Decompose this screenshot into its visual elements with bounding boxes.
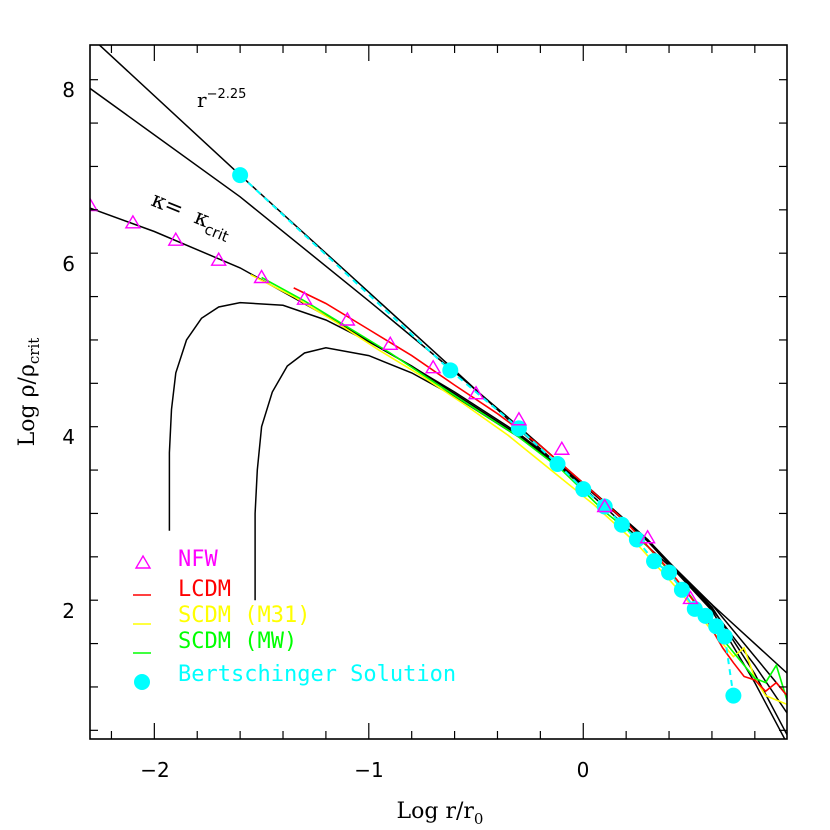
data-point (682, 590, 699, 605)
series-line (261, 276, 787, 701)
data-point (575, 481, 592, 498)
triangle-marker-icon (134, 554, 152, 569)
data-point (510, 411, 528, 426)
data-point (90, 197, 99, 212)
data-point (210, 251, 227, 266)
legend-item-lcdm: LCDM (133, 577, 231, 602)
data-point (232, 167, 249, 184)
data-point (549, 456, 566, 473)
data-point (628, 531, 645, 548)
y-axis-title-sub: crit (25, 338, 43, 364)
y-tick-label: 2 (62, 599, 75, 623)
data-point (673, 581, 690, 598)
data-point (296, 290, 313, 305)
series-line (293, 287, 787, 697)
data-point (253, 269, 270, 284)
model-curve (254, 347, 786, 739)
legend: NFW LCDM SCDM (M31) SCDM (MW) Bertsching… (133, 547, 456, 690)
legend-label-bertschinger: Bertschinger Solution (178, 662, 456, 687)
series-layer (90, 167, 787, 706)
x-tick-label: −2 (140, 758, 169, 782)
data-point (596, 498, 613, 513)
data-point (639, 529, 656, 544)
x-axis-title-sub: 0 (474, 810, 484, 828)
data-point (442, 362, 459, 379)
legend-item-scdm-m31: SCDM (M31) (133, 603, 310, 628)
kappa-annotation: κ= κcrit (146, 187, 235, 246)
data-point (725, 687, 742, 704)
axis-ticks (90, 45, 787, 739)
data-point (596, 498, 613, 515)
circle-marker-icon (134, 674, 150, 690)
data-point (424, 359, 442, 374)
kappa-annotation-sub: crit (202, 220, 232, 246)
svg-text:r−2.25: r−2.25 (197, 87, 246, 112)
data-point (661, 564, 678, 581)
series-line (250, 274, 787, 706)
data-point (646, 553, 663, 570)
model-curve (168, 301, 787, 736)
y-axis-title-main: Log ρ/ρ (15, 364, 40, 446)
data-point (467, 385, 485, 400)
y-tick-label: 4 (62, 425, 75, 449)
x-tick-label: −1 (354, 758, 383, 782)
slope-annotation: r−2.25 (197, 87, 246, 112)
data-point (716, 628, 733, 645)
legend-label-scdm-mw: SCDM (MW) (178, 629, 297, 654)
y-axis-title: Log ρ/ρcrit (15, 338, 43, 447)
data-point (613, 516, 630, 533)
data-point (339, 311, 356, 326)
series-line (239, 174, 735, 696)
legend-label-lcdm: LCDM (178, 577, 231, 602)
data-point (167, 231, 185, 246)
plot-frame (89, 44, 788, 740)
data-point (382, 335, 399, 350)
x-axis-title-main: Log r/r (397, 799, 475, 824)
legend-item-bertschinger: Bertschinger Solution (134, 662, 456, 690)
legend-item-scdm-mw: SCDM (MW) (133, 629, 297, 654)
y-tick-label: 8 (62, 78, 75, 102)
legend-item-nfw: NFW (134, 547, 218, 572)
kappa-annotation-left: κ= (148, 187, 187, 222)
svg-text:κ=κcrit: κ= κcrit (146, 187, 235, 246)
legend-label-nfw: NFW (178, 547, 218, 572)
data-point (697, 607, 714, 624)
slope-annotation-exponent: −2.25 (207, 87, 247, 102)
slope-annotation-base: r (197, 88, 207, 112)
legend-label-scdm-m31: SCDM (M31) (178, 603, 310, 628)
y-tick-label: 6 (62, 252, 75, 276)
data-point (553, 440, 571, 455)
x-axis-title: Log r/r0 (397, 799, 484, 828)
x-tick-label: 0 (577, 758, 590, 782)
data-point (124, 214, 142, 229)
